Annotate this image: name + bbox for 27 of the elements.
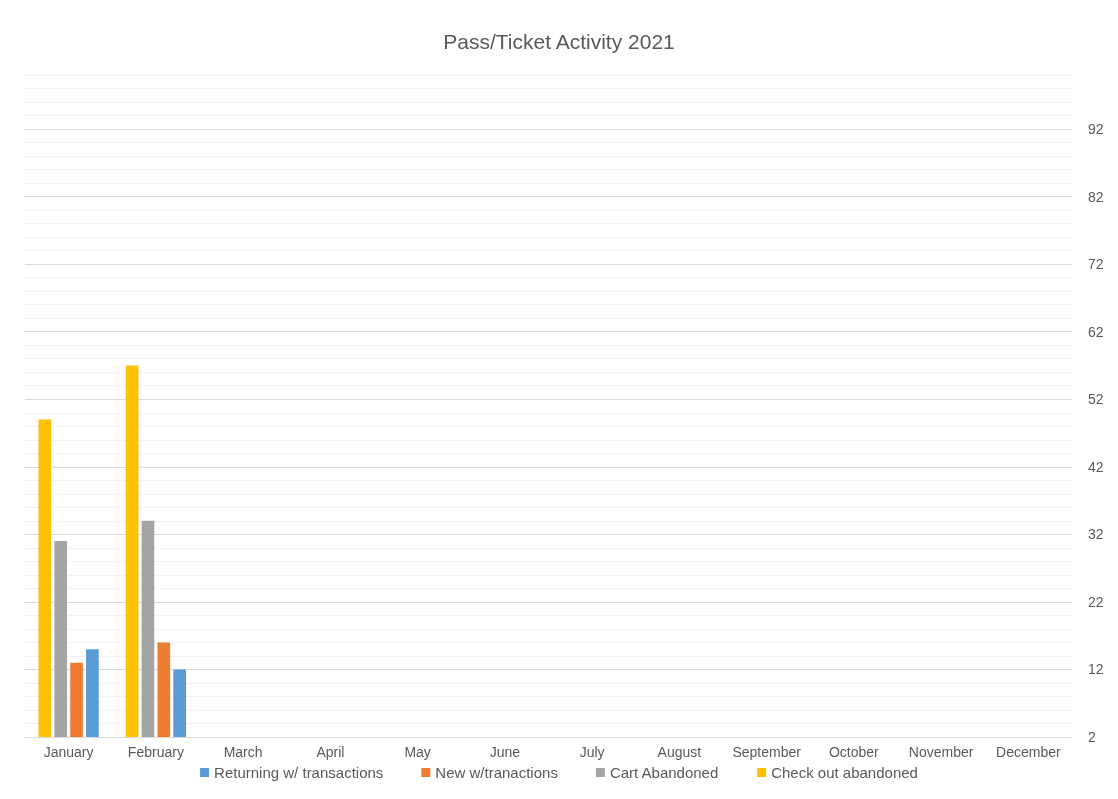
y-tick-label: 2 xyxy=(1088,729,1096,745)
x-tick-label: September xyxy=(732,744,802,760)
y-tick-label: 22 xyxy=(1088,593,1104,610)
x-tick-label: March xyxy=(223,744,263,760)
y-tick-label: 12 xyxy=(1088,661,1104,678)
y-tick-label: 42 xyxy=(1088,458,1104,475)
legend-label: Cart Abandoned xyxy=(609,764,719,781)
y-tick-label: 72 xyxy=(1088,256,1104,273)
x-tick-label: April xyxy=(316,744,345,760)
y-tick-label: 52 xyxy=(1088,391,1104,408)
x-tick-label: February xyxy=(127,744,184,760)
x-tick-label: May xyxy=(404,744,431,760)
x-tick-label: January xyxy=(43,744,94,760)
y-tick-label: 82 xyxy=(1088,188,1104,205)
y-tick-label: 32 xyxy=(1088,526,1104,543)
x-tick-label: June xyxy=(489,744,521,760)
x-tick-label: November xyxy=(908,744,974,760)
y-tick-label: 62 xyxy=(1088,323,1104,340)
x-tick-label: December xyxy=(996,744,1061,760)
x-tick-label: August xyxy=(657,744,702,760)
chart-title: Pass/Ticket Activity 2021 xyxy=(443,30,675,53)
x-tick-label: July xyxy=(579,744,605,760)
x-tick-label: October xyxy=(828,744,880,760)
y-tick-label: 92 xyxy=(1088,121,1104,138)
legend-label: New w/tranactions xyxy=(435,764,558,781)
legend-label: Returning w/ transactions xyxy=(214,764,384,781)
legend-label: Check out abandoned xyxy=(771,764,918,781)
